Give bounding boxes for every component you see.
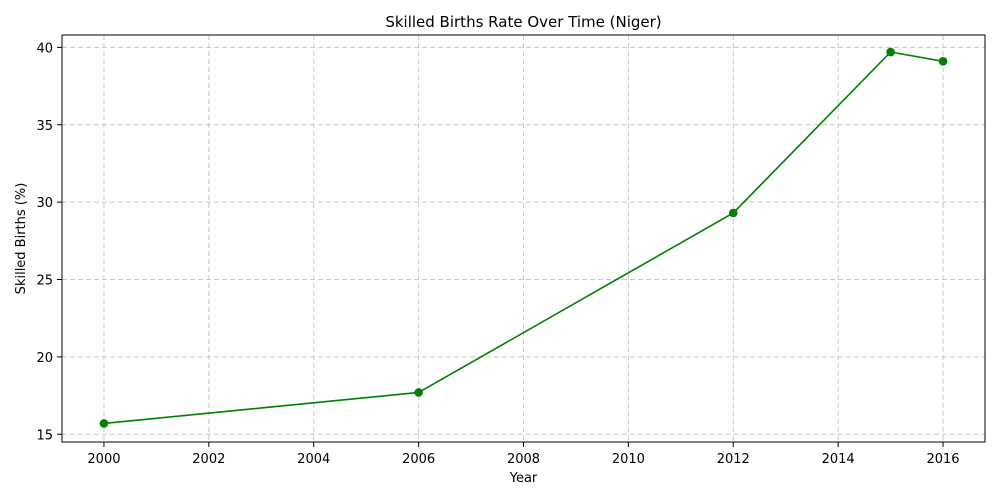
y-axis-label: Skilled Births (%) [14, 183, 29, 295]
x-tick-label: 2016 [926, 452, 959, 467]
x-axis-label: Year [509, 471, 538, 486]
x-axis-ticks: 2000 2002 2004 2006 2008 2010 2012 2014 2016 [87, 442, 960, 467]
data-point [414, 388, 423, 397]
x-tick-label: 2002 [192, 452, 225, 467]
x-tick-label: 2004 [297, 452, 330, 467]
x-tick-label: 2012 [717, 452, 750, 467]
x-tick-label: 2000 [87, 452, 120, 467]
y-tick-label: 30 [36, 196, 53, 211]
data-point [938, 57, 948, 66]
data-point [99, 419, 109, 428]
series-layer [99, 47, 948, 428]
x-tick-label: 2014 [822, 452, 855, 467]
x-tick-label: 2010 [612, 452, 645, 467]
grid-lines [62, 35, 985, 442]
y-tick-label: 20 [36, 351, 53, 366]
y-tick-label: 35 [36, 119, 53, 134]
y-axis-ticks: 15 20 25 30 35 40 [36, 41, 62, 443]
x-tick-label: 2008 [507, 452, 540, 467]
chart-title: Skilled Births Rate Over Time (Niger) [385, 13, 661, 31]
y-tick-label: 40 [36, 41, 53, 56]
x-tick-label: 2006 [402, 452, 435, 467]
data-point [728, 208, 738, 218]
y-tick-label: 25 [36, 274, 53, 289]
y-tick-label: 15 [36, 428, 53, 443]
data-point [886, 47, 895, 57]
